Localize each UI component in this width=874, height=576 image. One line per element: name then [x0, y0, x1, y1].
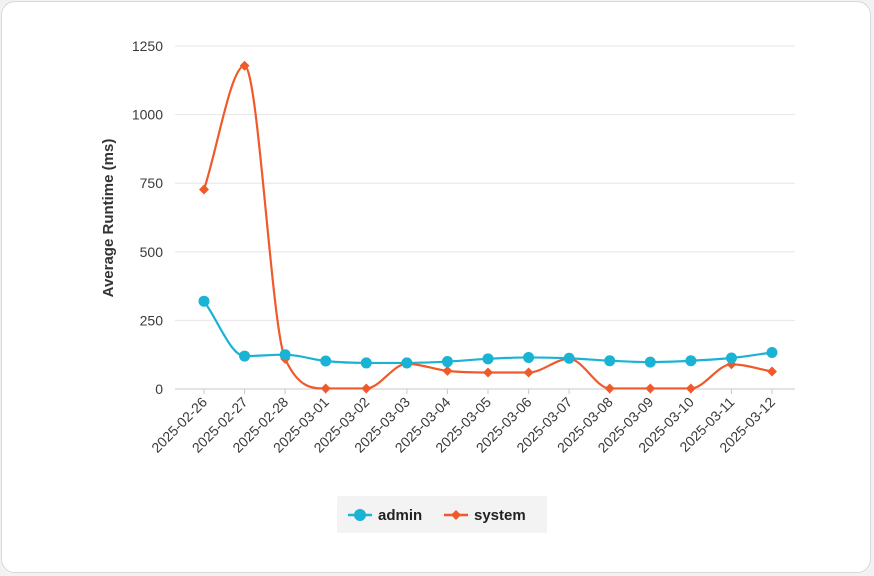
y-tick-label: 1250 — [132, 38, 163, 54]
data-point-admin[interactable] — [644, 356, 656, 368]
series-line-system — [202, 64, 773, 390]
y-axis-ticks: 0 250 500 750 1000 1250 — [132, 38, 163, 397]
y-tick-label: 750 — [140, 175, 164, 191]
legend-item-system[interactable]: system — [444, 507, 526, 524]
data-point-admin[interactable] — [725, 352, 737, 364]
data-point-admin[interactable] — [320, 355, 332, 367]
legend[interactable]: admin system — [337, 496, 547, 533]
data-point-system[interactable] — [320, 383, 331, 394]
data-point-admin[interactable] — [279, 349, 291, 361]
y-tick-label: 500 — [140, 244, 164, 260]
legend-marker-admin — [354, 509, 366, 521]
legend-label-system: system — [474, 507, 526, 524]
data-point-admin[interactable] — [198, 295, 210, 307]
data-point-admin[interactable] — [685, 355, 697, 367]
legend-marker-system — [451, 510, 461, 520]
data-point-system[interactable] — [442, 365, 453, 376]
data-point-admin[interactable] — [766, 347, 778, 359]
data-point-admin[interactable] — [441, 356, 453, 368]
legend-item-admin[interactable]: admin — [348, 507, 422, 524]
data-point-system[interactable] — [523, 367, 534, 378]
data-point-admin[interactable] — [604, 355, 616, 367]
data-point-admin[interactable] — [360, 357, 372, 369]
data-point-system[interactable] — [199, 184, 209, 195]
data-point-system[interactable] — [685, 383, 696, 394]
y-tick-label: 1000 — [132, 107, 163, 123]
series-markers — [198, 60, 778, 394]
y-tick-label: 0 — [155, 381, 163, 397]
grid — [175, 45, 795, 390]
data-point-system[interactable] — [645, 383, 656, 394]
data-point-system[interactable] — [767, 366, 777, 377]
data-point-admin[interactable] — [482, 353, 494, 365]
x-axis-ticks: 2025-02-262025-02-272025-02-282025-03-01… — [148, 389, 778, 456]
data-point-admin[interactable] — [523, 351, 535, 363]
data-point-admin[interactable] — [401, 357, 413, 369]
legend-box — [337, 496, 547, 533]
data-point-system[interactable] — [239, 60, 250, 71]
data-point-admin[interactable] — [563, 352, 575, 364]
data-point-system[interactable] — [483, 367, 493, 378]
data-point-system[interactable] — [361, 383, 372, 394]
y-tick-label: 250 — [140, 312, 164, 328]
y-axis-label: Average Runtime (ms) — [100, 139, 117, 298]
legend-label-admin: admin — [378, 507, 422, 524]
data-point-system[interactable] — [604, 383, 615, 394]
data-point-admin[interactable] — [239, 350, 251, 362]
